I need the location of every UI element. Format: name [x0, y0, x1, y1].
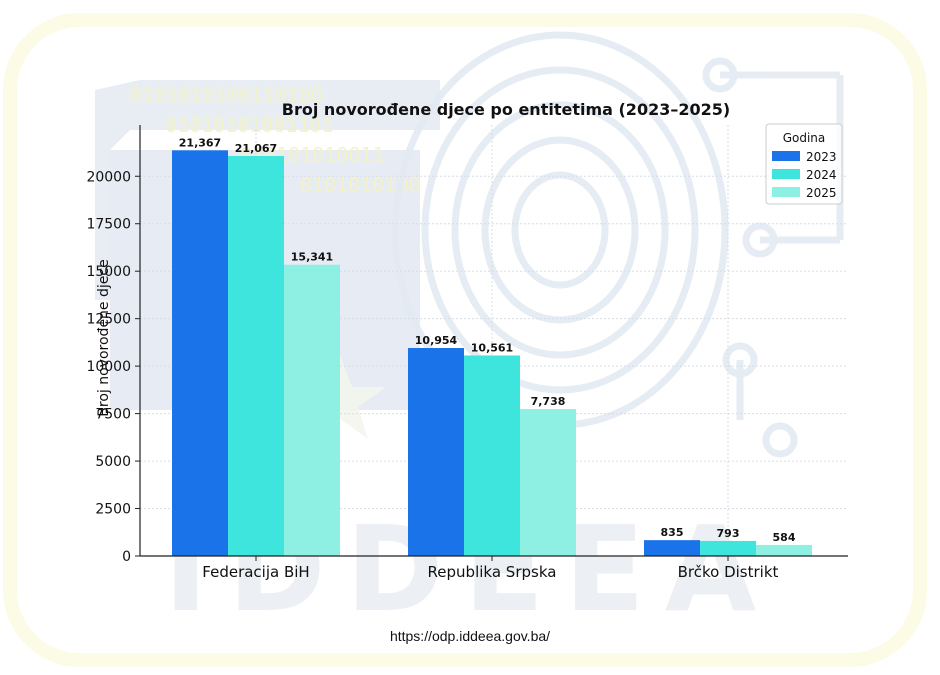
source-url[interactable]: https://odp.iddeea.gov.ba/: [389, 628, 551, 644]
axes: 0 2500 5000 7500 10000 12500 15000 17500 20000 Fe…: [86, 125, 848, 581]
y-tick-label: 10000: [86, 359, 131, 375]
legend-swatch-2025: [772, 187, 800, 197]
bar-2024-1: [464, 355, 520, 556]
y-axis-label: Broj novorođene djece: [96, 259, 112, 416]
bar-2025-0: [284, 264, 340, 556]
y-tick-label: 0: [122, 549, 131, 565]
data-label: 793: [717, 527, 740, 540]
legend-label-2023: 2023: [806, 150, 837, 164]
legend: Godina 2023 2024 2025: [765, 123, 843, 205]
data-label: 21,367: [179, 136, 221, 149]
data-labels: 21,367 10,954 835 21,067 10,561 793 15,341 7,73…: [179, 136, 796, 544]
data-label: 584: [773, 531, 796, 544]
svg-text:01010101001101: 01010101001101: [165, 113, 334, 137]
legend-title: Godina: [783, 131, 826, 145]
x-tick-label: Republika Srpska: [428, 563, 557, 581]
legend-swatch-2023: [772, 151, 800, 161]
bar-2023-2: [644, 540, 700, 556]
legend-label-2024: 2024: [806, 168, 837, 182]
x-tick-label: Federacija BiH: [202, 563, 309, 581]
x-tick-label: Brčko Distrikt: [678, 563, 779, 581]
data-label: 10,954: [415, 334, 458, 347]
data-label: 10,561: [471, 341, 513, 354]
bar-2025-1: [520, 409, 576, 556]
y-tick-label: 5000: [95, 454, 131, 470]
bar-2025-2: [756, 544, 812, 556]
y-tick-label: 2500: [95, 502, 131, 518]
bar-2024-2: [700, 540, 756, 556]
data-label: 21,067: [235, 142, 277, 155]
y-tick-label: 12500: [86, 312, 131, 328]
y-tick-label: 17500: [86, 217, 131, 233]
y-tick-label: 20000: [86, 169, 131, 185]
bars: [172, 150, 812, 556]
data-label: 7,738: [531, 395, 566, 408]
bar-2023-1: [408, 348, 464, 556]
legend-box: [765, 123, 843, 205]
svg-text:0101010100110100: 0101010100110100: [130, 83, 323, 107]
y-tick-label: 7500: [95, 407, 131, 423]
legend-label-2025: 2025: [806, 186, 837, 200]
y-tick-label: 15000: [86, 264, 131, 280]
legend-swatch-2024: [772, 169, 800, 179]
watermark: 0101010100110100 01010101001101 01010101…: [3, 13, 927, 667]
bar-2023-0: [172, 150, 228, 556]
data-label: 835: [661, 526, 684, 539]
chart-title: Broj novorođene djece po entitetima (202…: [282, 100, 730, 119]
data-label: 15,341: [291, 251, 333, 264]
bar-2024-0: [228, 156, 284, 556]
